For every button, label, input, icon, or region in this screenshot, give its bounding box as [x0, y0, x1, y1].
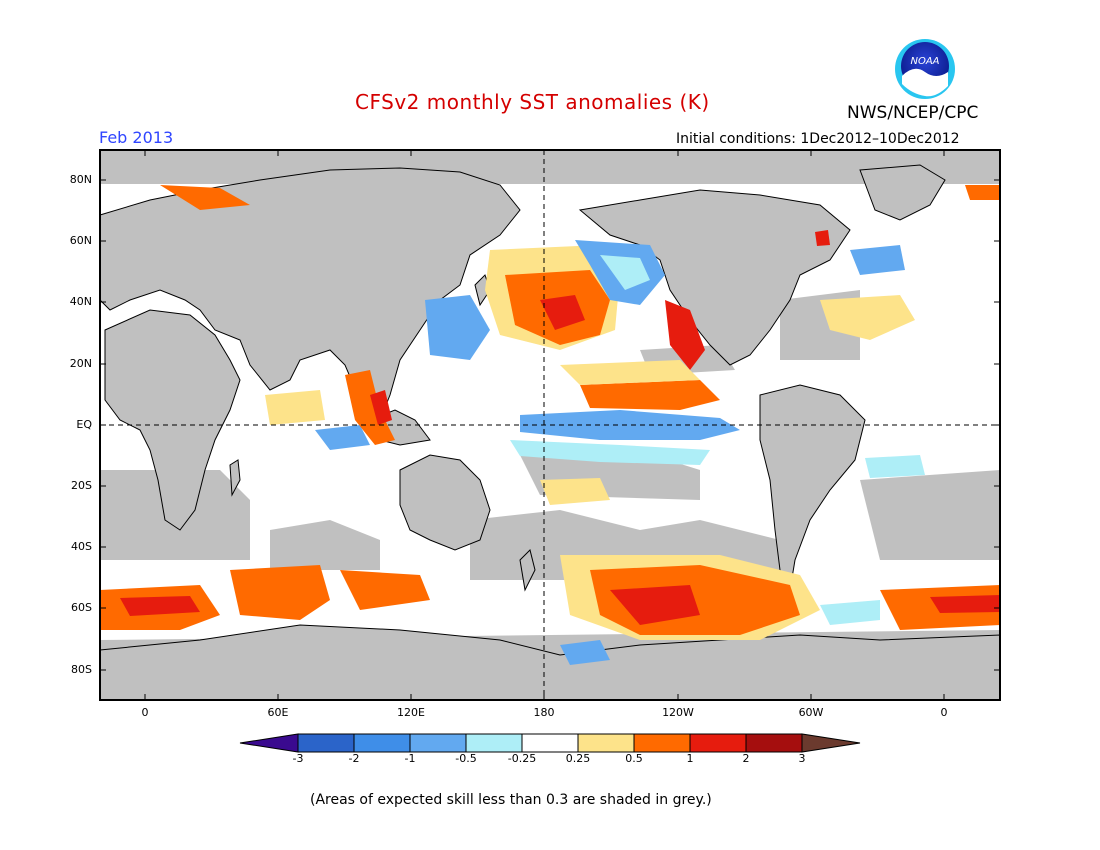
- lon-label-180: 180: [533, 706, 555, 719]
- colorbar-tick-label: -0.25: [507, 752, 537, 765]
- colorbar-tick-label: 0.5: [625, 752, 643, 765]
- map-title: CFSv2 monthly SST anomalies (K): [355, 90, 710, 114]
- initial-conditions: Initial conditions: 1Dec2012–10Dec2012: [676, 131, 960, 147]
- us-west-coast-warm: [665, 300, 705, 370]
- noaa-logo: NOAA: [895, 39, 955, 99]
- continents: [99, 164, 1001, 701]
- colorbar-cell: [745, 733, 803, 753]
- lat-label-60n: 60N: [69, 234, 92, 247]
- logo-wave: [902, 68, 948, 97]
- valid-month: Feb 2013: [99, 128, 174, 147]
- colorbar-tick-label: -0.5: [455, 752, 477, 765]
- lat-label-eq: EQ: [76, 418, 92, 431]
- north-america: [578, 189, 851, 366]
- australia: [399, 454, 491, 551]
- madagascar: [229, 459, 241, 497]
- greenland: [859, 164, 946, 221]
- colorbar-tick-label: 1: [686, 752, 694, 765]
- lat-ticks: [100, 179, 1000, 671]
- lat-label-80n: 80N: [69, 173, 92, 186]
- lon-label-120w: 120W: [662, 706, 694, 719]
- colorbar-cell: [465, 733, 523, 753]
- south-america: [759, 384, 866, 592]
- colorbar-cell: [353, 733, 411, 753]
- logo-text: NOAA: [910, 56, 939, 67]
- colorbar: [239, 733, 861, 753]
- colorbar-tick-label: -3: [292, 752, 304, 765]
- africa: [104, 309, 241, 531]
- lon-ticks: [144, 150, 945, 700]
- equatorial-pacific-cool-tongue: [520, 410, 740, 440]
- colorbar-cells: [239, 733, 861, 753]
- colorbar-tick-label: 0.25: [565, 752, 591, 765]
- colorbar-cell: [689, 733, 747, 753]
- colorbar-tick-label: 3: [798, 752, 806, 765]
- lat-label-20n: 20N: [69, 357, 92, 370]
- colorbar-cell-max: [801, 733, 861, 753]
- lat-label-20s: 20S: [71, 479, 92, 492]
- lat-label-40n: 40N: [69, 295, 92, 308]
- organization-label: NWS/NCEP/CPC: [847, 103, 979, 123]
- indian-ocean-cool-anomaly: [315, 425, 370, 450]
- colorbar-cell-min: [239, 733, 299, 753]
- colorbar-tick-label: -2: [348, 752, 360, 765]
- colorbar-cell: [521, 733, 579, 753]
- lon-label-60e: 60E: [267, 706, 289, 719]
- colorbar-cell: [409, 733, 467, 753]
- new-zealand: [519, 549, 536, 592]
- colorbar-tick-label: -1: [404, 752, 416, 765]
- southern-indian-warm-anomaly: [230, 565, 330, 620]
- lat-label-80s: 80S: [71, 663, 92, 676]
- colorbar-cell: [633, 733, 691, 753]
- lon-label-120e: 120E: [397, 706, 425, 719]
- colorbar-cell: [297, 733, 355, 753]
- lon-label-60w: 60W: [798, 706, 824, 719]
- lon-label-0-east: 0: [940, 706, 948, 719]
- lat-label-40s: 40S: [71, 540, 92, 553]
- maritime-warm-anomaly: [345, 370, 395, 445]
- lat-label-60s: 60S: [71, 601, 92, 614]
- lon-label-0: 0: [141, 706, 149, 719]
- colorbar-cell: [577, 733, 635, 753]
- skill-footnote: (Areas of expected skill less than 0.3 a…: [310, 792, 712, 808]
- colorbar-tick-label: 2: [742, 752, 750, 765]
- west-pacific-cool-anomaly: [425, 295, 490, 360]
- anomaly-fields: [100, 185, 1000, 665]
